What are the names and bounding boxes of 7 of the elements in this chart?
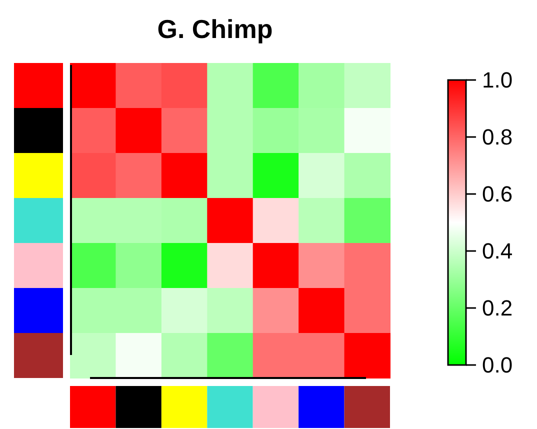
- color-bar-label: 0.2: [482, 296, 513, 321]
- color-bar-label: 0.0: [482, 352, 513, 378]
- color-bar-label: 0.8: [482, 124, 513, 150]
- color-bar-label: 0.6: [482, 182, 513, 207]
- color-bar-label: 1.0: [482, 68, 513, 93]
- chart-title: G. Chimp: [157, 14, 273, 44]
- color-bar-label: 0.4: [482, 238, 513, 264]
